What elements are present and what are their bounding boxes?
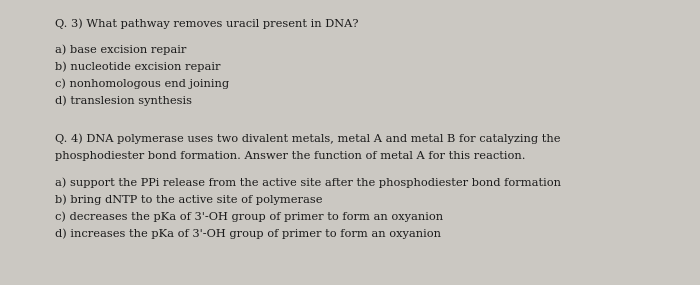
Text: c) decreases the pKa of 3'-OH group of primer to form an oxyanion: c) decreases the pKa of 3'-OH group of p… [55,211,443,222]
Text: phosphodiester bond formation. Answer the function of metal A for this reaction.: phosphodiester bond formation. Answer th… [55,150,526,160]
Text: a) base excision repair: a) base excision repair [55,45,186,55]
Text: Q. 3) What pathway removes uracil present in DNA?: Q. 3) What pathway removes uracil presen… [55,18,358,29]
Text: d) increases the pKa of 3'-OH group of primer to form an oxyanion: d) increases the pKa of 3'-OH group of p… [55,228,441,239]
Text: a) support the PPi release from the active site after the phosphodiester bond fo: a) support the PPi release from the acti… [55,177,561,188]
Text: b) nucleotide excision repair: b) nucleotide excision repair [55,62,220,72]
Text: d) translesion synthesis: d) translesion synthesis [55,96,192,106]
Text: b) bring dNTP to the active site of polymerase: b) bring dNTP to the active site of poly… [55,194,323,205]
Text: Q. 4) DNA polymerase uses two divalent metals, metal A and metal B for catalyzin: Q. 4) DNA polymerase uses two divalent m… [55,133,561,144]
Text: c) nonhomologous end joining: c) nonhomologous end joining [55,79,229,89]
